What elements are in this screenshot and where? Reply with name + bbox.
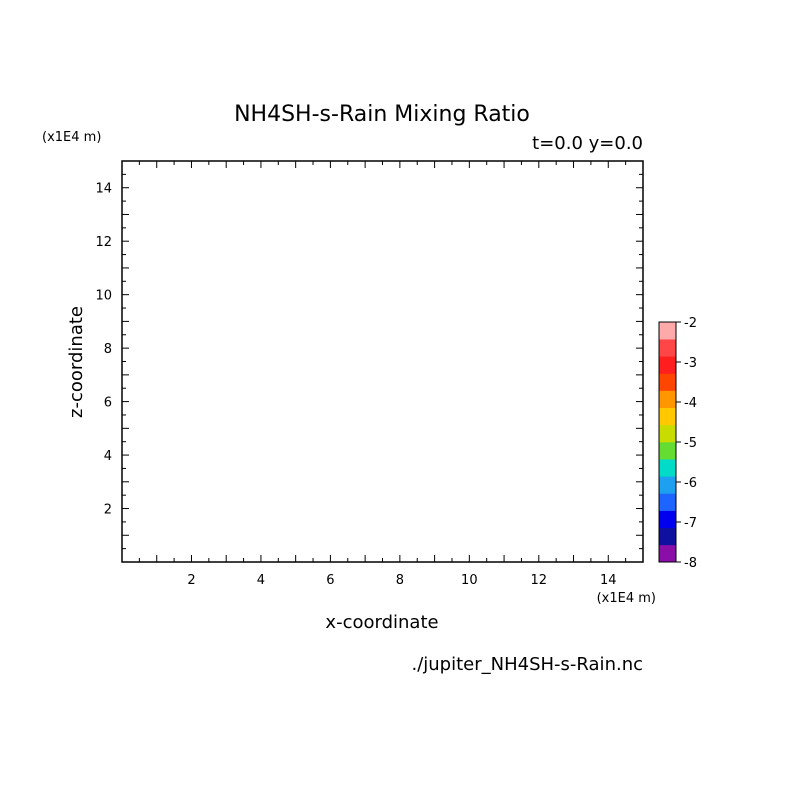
x-tick-label: 4 — [257, 573, 265, 588]
chart-title: NH4SH-s-Rain Mixing Ratio — [234, 102, 530, 127]
colorbar-swatch — [659, 322, 676, 340]
colorbar-swatch — [659, 510, 676, 529]
colorbar-label: -4 — [684, 396, 697, 411]
source-file-label: ./jupiter_NH4SH-s-Rain.nc — [411, 654, 643, 675]
colorbar-swatch — [659, 373, 676, 391]
x-tick-label: 8 — [396, 573, 404, 588]
x-tick-label: 12 — [531, 573, 548, 588]
axis-ticks: 2 4 6 8 10 12 14 2 4 6 8 10 12 14 — [95, 161, 643, 588]
colorbar-label: -8 — [684, 556, 697, 571]
x-tick-label: 10 — [461, 573, 478, 588]
y-tick-label: 2 — [104, 503, 112, 518]
x-axis-label: x-coordinate — [325, 612, 438, 633]
colorbar-label: -7 — [684, 516, 697, 531]
y-tick-label: 4 — [104, 449, 112, 464]
y-tick-label: 10 — [95, 289, 112, 304]
y-tick-label: 8 — [104, 342, 112, 357]
plot-frame — [121, 160, 644, 563]
colorbar-swatch — [659, 356, 676, 374]
colorbar-swatch — [659, 544, 676, 563]
y-tick-label: 12 — [95, 235, 112, 250]
colorbar-swatch — [659, 442, 676, 460]
chart-subtitle: t=0.0 y=0.0 — [532, 133, 643, 154]
y-unit-label: (x1E4 m) — [42, 130, 101, 145]
colorbar-swatch — [659, 476, 676, 494]
colorbar-swatch — [659, 527, 676, 546]
colorbar-label: -5 — [684, 436, 697, 451]
colorbar: -2 -3 -4 -5 -6 -7 -8 — [658, 316, 697, 571]
colorbar-swatch — [659, 459, 676, 477]
y-axis-label: z-coordinate — [66, 306, 87, 418]
colorbar-swatch — [659, 493, 676, 511]
x-unit-label: (x1E4 m) — [597, 591, 656, 606]
x-tick-label: 6 — [326, 573, 334, 588]
colorbar-label: -2 — [684, 316, 697, 331]
colorbar-swatch — [659, 390, 676, 409]
colorbar-swatch — [659, 407, 676, 426]
y-tick-label: 6 — [104, 396, 112, 411]
x-tick-label: 2 — [187, 573, 195, 588]
colorbar-swatch — [659, 339, 676, 357]
colorbar-label: -6 — [684, 476, 697, 491]
colorbar-label: -3 — [684, 356, 697, 371]
colorbar-swatch — [659, 424, 676, 443]
x-tick-label: 14 — [600, 573, 617, 588]
y-tick-label: 14 — [95, 182, 112, 197]
